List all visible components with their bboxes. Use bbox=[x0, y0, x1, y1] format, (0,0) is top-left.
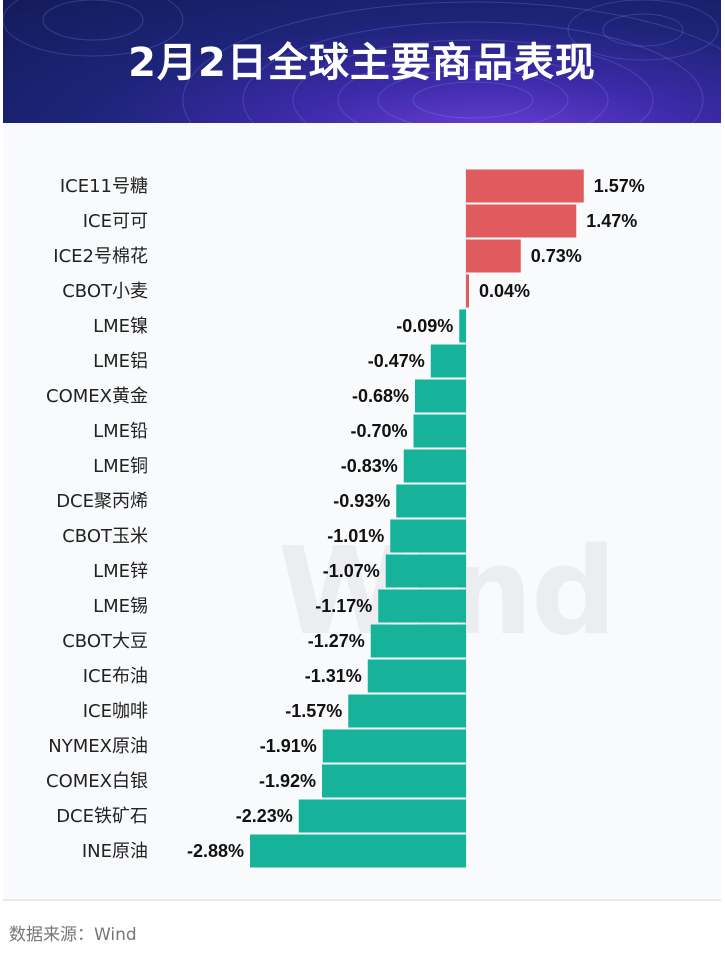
category-label: CBOT大豆 bbox=[62, 631, 148, 652]
bar-2 bbox=[466, 239, 521, 273]
bar-19 bbox=[250, 834, 466, 868]
bar-14 bbox=[367, 659, 466, 693]
value-label: -1.91% bbox=[260, 736, 317, 756]
category-label: LME镍 bbox=[93, 316, 148, 337]
bar-17 bbox=[322, 764, 466, 798]
value-label: 1.47% bbox=[586, 211, 637, 231]
value-label: -1.07% bbox=[323, 561, 380, 581]
category-label: ICE2号棉花 bbox=[53, 246, 148, 267]
value-label: -0.47% bbox=[368, 351, 425, 371]
bar-16 bbox=[322, 729, 466, 763]
bar-8 bbox=[403, 449, 466, 483]
category-label: CBOT玉米 bbox=[62, 526, 148, 547]
category-label: CBOT小麦 bbox=[62, 281, 148, 302]
category-label: ICE咖啡 bbox=[83, 701, 148, 722]
value-label: 0.04% bbox=[479, 281, 530, 301]
bar-9 bbox=[396, 484, 466, 518]
category-label: COMEX黄金 bbox=[46, 386, 148, 407]
value-label: -1.31% bbox=[305, 666, 362, 686]
category-label: ICE可可 bbox=[83, 211, 148, 232]
source-note: 数据来源：Wind bbox=[9, 925, 137, 945]
category-label: DCE铁矿石 bbox=[56, 806, 148, 827]
category-label: INE原油 bbox=[82, 841, 148, 862]
bar-1 bbox=[466, 204, 577, 238]
bar-7 bbox=[413, 414, 466, 448]
value-label: -1.92% bbox=[259, 771, 316, 791]
bar-6 bbox=[415, 379, 466, 413]
value-label: -0.93% bbox=[333, 491, 390, 511]
bar-10 bbox=[390, 519, 466, 553]
category-label: LME铅 bbox=[93, 421, 148, 442]
bar-0 bbox=[466, 169, 584, 203]
category-label: NYMEX原油 bbox=[48, 736, 148, 757]
bar-chart: ICE11号糖 1.57% ICE可可 1.47% ICE2号棉花 0.73% CBOT小麦… bbox=[46, 169, 645, 868]
contour-pattern bbox=[3, 0, 721, 123]
title-banner: 2月2日全球主要商品表现 bbox=[3, 0, 721, 123]
value-label: -1.01% bbox=[327, 526, 384, 546]
category-label: DCE聚丙烯 bbox=[56, 491, 148, 512]
category-label: LME铝 bbox=[93, 351, 148, 372]
category-label: LME铜 bbox=[93, 456, 148, 477]
bar-3 bbox=[466, 274, 469, 308]
category-label: LME锡 bbox=[93, 596, 148, 617]
category-label: ICE11号糖 bbox=[60, 176, 148, 197]
bar-11 bbox=[385, 554, 466, 588]
value-label: -0.09% bbox=[396, 316, 453, 336]
value-label: 0.73% bbox=[531, 246, 582, 266]
category-label: COMEX白银 bbox=[46, 771, 148, 792]
value-label: -0.70% bbox=[350, 421, 407, 441]
bar-12 bbox=[378, 589, 466, 623]
bar-18 bbox=[298, 799, 466, 833]
value-label: 1.57% bbox=[594, 176, 645, 196]
value-label: -1.17% bbox=[315, 596, 372, 616]
category-label: LME锌 bbox=[93, 561, 148, 582]
value-label: -0.83% bbox=[341, 456, 398, 476]
value-label: -2.88% bbox=[187, 841, 244, 861]
bar-15 bbox=[348, 694, 466, 728]
value-label: -1.27% bbox=[308, 631, 365, 651]
bar-13 bbox=[370, 624, 466, 658]
value-label: -1.57% bbox=[285, 701, 342, 721]
value-label: -2.23% bbox=[236, 806, 293, 826]
category-label: ICE布油 bbox=[83, 666, 148, 687]
bar-4 bbox=[459, 309, 466, 343]
page-title: 2月2日全球主要商品表现 bbox=[128, 40, 596, 86]
value-label: -0.68% bbox=[352, 386, 409, 406]
bar-5 bbox=[430, 344, 466, 378]
